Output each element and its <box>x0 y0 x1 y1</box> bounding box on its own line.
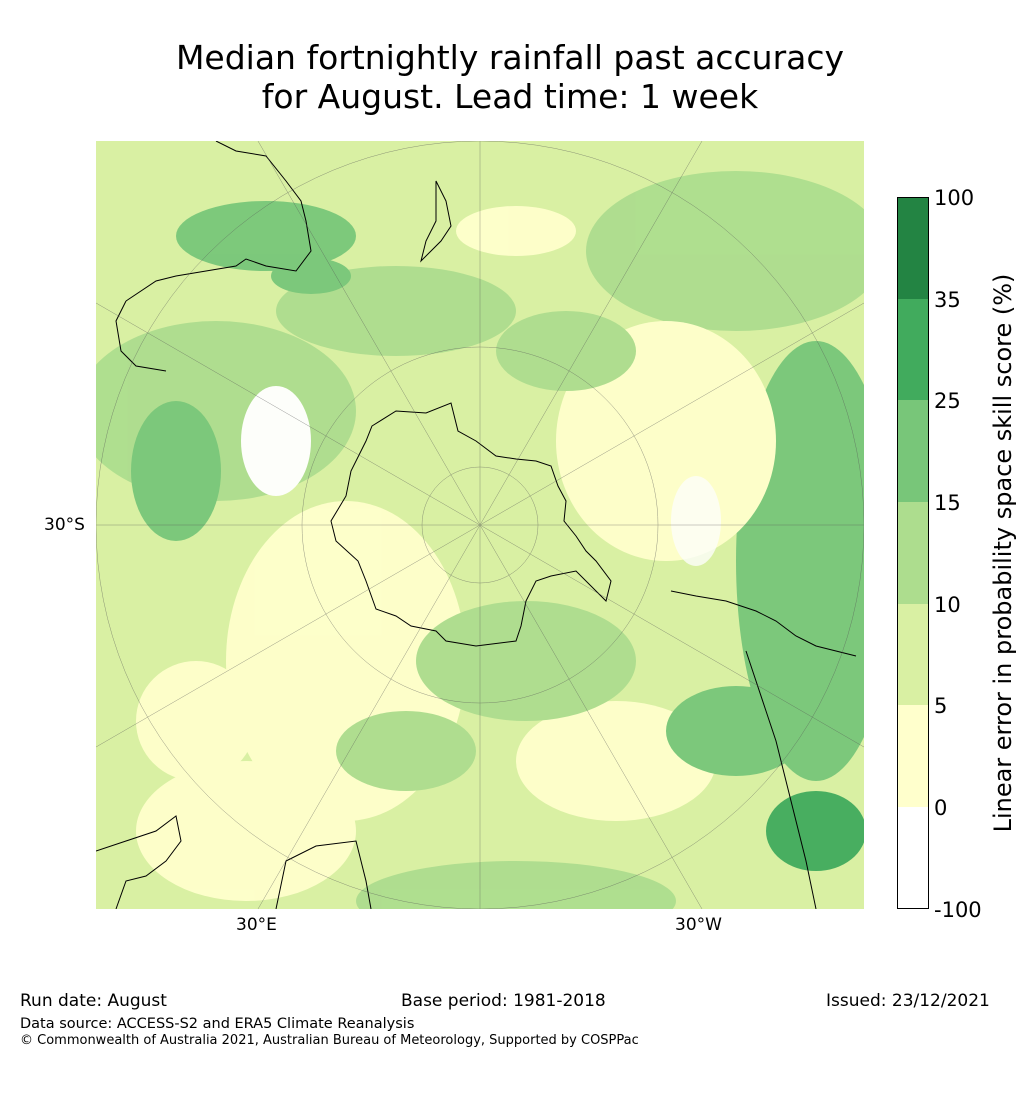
colorbar-label: Linear error in probability space skill … <box>989 273 1017 833</box>
colorbar-bin-5-10 <box>897 604 929 705</box>
polar-map <box>96 141 864 909</box>
colorbar-tick-25: 25 <box>934 389 961 413</box>
polar-map-svg <box>96 141 864 909</box>
colorbar-bin-35-100 <box>897 197 929 299</box>
colorbar-bin-neg100-0 <box>897 807 929 909</box>
title-line-2: for August. Lead time: 1 week <box>261 77 759 116</box>
run-date: Run date: August <box>20 991 167 1011</box>
base-period: Base period: 1981-2018 <box>401 991 606 1011</box>
map-title: Median fortnightly rainfall past accurac… <box>0 38 1020 116</box>
issued-date: Issued: 23/12/2021 <box>826 991 990 1011</box>
colorbar-bin-15-25 <box>897 400 929 502</box>
title-line-1: Median fortnightly rainfall past accurac… <box>175 38 845 77</box>
colorbar-tick-35: 35 <box>934 288 961 312</box>
colorbar-bin-0-5 <box>897 705 929 807</box>
lat-label-30s: 30°S <box>44 515 85 535</box>
colorbar-tick-100: 100 <box>934 186 975 210</box>
colorbar-tick-10: 10 <box>934 593 961 617</box>
new-zealand-coastline <box>420 180 452 263</box>
graticule <box>96 141 864 909</box>
australia-coastline <box>115 141 312 372</box>
colorbar-tick-neg100: -100 <box>934 898 982 922</box>
colorbar-bin-25-35 <box>897 299 929 400</box>
colorbar-svg <box>897 197 929 909</box>
africa-coastline <box>96 815 372 909</box>
lon-label-30w: 30°W <box>675 915 722 935</box>
lon-label-30e: 30°E <box>236 915 277 935</box>
colorbar-tick-0: 0 <box>934 796 948 820</box>
colorbar-bin-10-15 <box>897 502 929 604</box>
coastlines <box>96 141 857 909</box>
data-source: Data source: ACCESS-S2 and ERA5 Climate … <box>20 1016 415 1032</box>
colorbar <box>897 197 929 909</box>
skill-patches <box>96 171 864 909</box>
south-america-coastline <box>670 590 857 909</box>
colorbar-tick-15: 15 <box>934 491 961 515</box>
colorbar-tick-5: 5 <box>934 694 948 718</box>
copyright: © Commonwealth of Australia 2021, Austra… <box>20 1033 639 1048</box>
